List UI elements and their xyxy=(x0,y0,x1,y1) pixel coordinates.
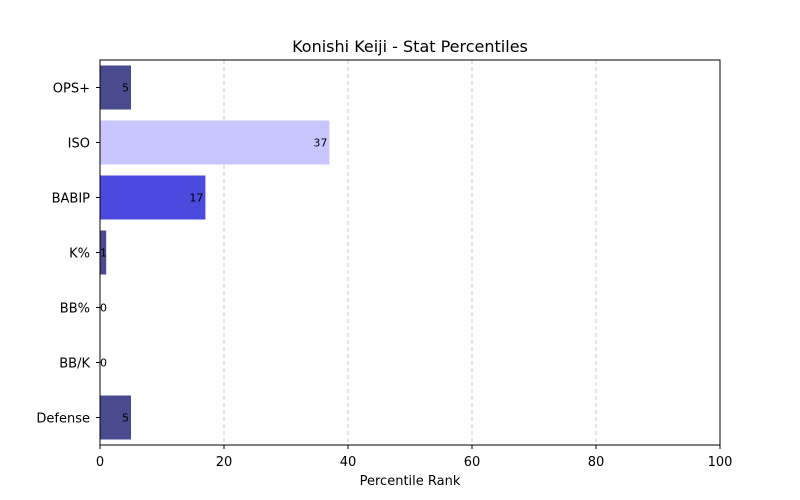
x-tick-label-40: 40 xyxy=(340,455,357,470)
bar-OPS+ xyxy=(100,65,131,110)
grid-lines xyxy=(223,60,597,445)
data-label-BB/K: 0 xyxy=(100,357,107,370)
bar-ISO xyxy=(100,120,330,165)
plot-frame xyxy=(99,59,721,446)
y-tick-label-K%: K% xyxy=(69,247,90,262)
data-label-BB%: 0 xyxy=(100,302,107,315)
bar-Defense xyxy=(100,395,131,440)
data-label-K%: 1 xyxy=(100,247,107,260)
y-tick-label-Defense: Defense xyxy=(36,412,90,427)
x-axis-label: Percentile Rank xyxy=(360,474,461,489)
y-tick-label-BB%: BB% xyxy=(60,302,90,317)
x-axis-ticks: 0 20 40 60 80 100 xyxy=(96,445,733,470)
bar-BABIP xyxy=(100,175,206,220)
y-axis-ticks: OPS+ ISO BABIP K% BB% BB/K Defense xyxy=(36,82,100,427)
y-tick-label-OPS+: OPS+ xyxy=(53,82,90,97)
data-label-Defense: 5 xyxy=(122,412,129,425)
data-label-BABIP: 17 xyxy=(189,192,203,205)
x-tick-label-100: 100 xyxy=(708,455,733,470)
bars: 5 37 17 1 0 0 5 xyxy=(100,65,330,440)
chart-title: Konishi Keiji - Stat Percentiles xyxy=(292,37,528,56)
x-tick-label-60: 60 xyxy=(464,455,481,470)
bar-K% xyxy=(100,230,107,275)
x-tick-label-20: 20 xyxy=(216,455,233,470)
x-tick-label-80: 80 xyxy=(588,455,605,470)
data-label-ISO: 37 xyxy=(313,137,327,150)
x-tick-label-0: 0 xyxy=(96,455,104,470)
y-tick-label-ISO: ISO xyxy=(68,137,90,152)
y-tick-label-BB/K: BB/K xyxy=(59,357,90,372)
data-label-OPS+: 5 xyxy=(122,82,129,95)
y-tick-label-BABIP: BABIP xyxy=(52,192,91,207)
